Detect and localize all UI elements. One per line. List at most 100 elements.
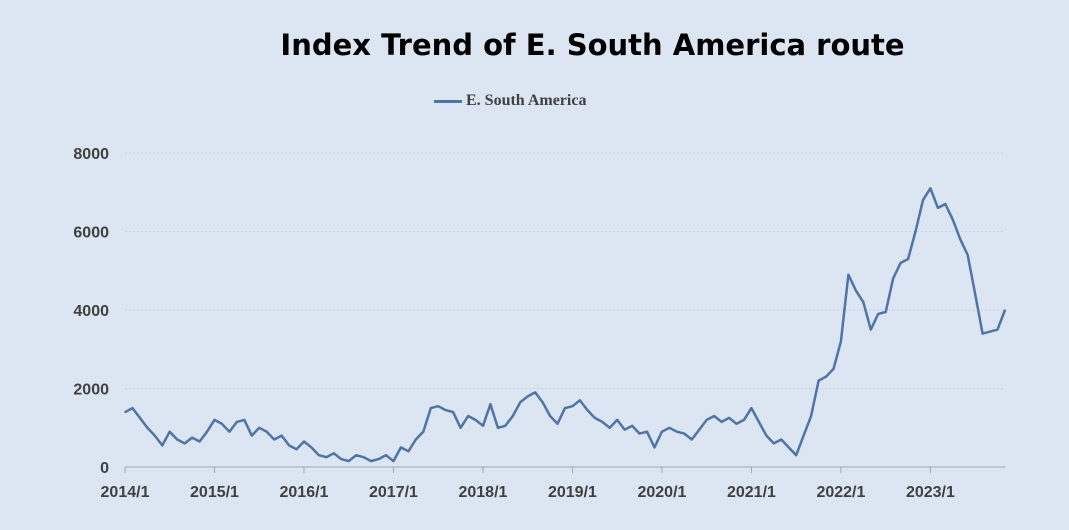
data-point (489, 403, 492, 406)
data-point (638, 432, 641, 435)
data-point (631, 425, 633, 427)
data-point (474, 419, 477, 421)
data-point (534, 391, 536, 394)
label-layer: 0 2000 4000 6000 8000 2014/1 2015/1 2016/1 2017/… (73, 146, 955, 501)
x-tick-label: 2017/1 (369, 484, 418, 501)
data-point (444, 409, 447, 411)
legend-line-swatch (434, 99, 462, 103)
data-point (855, 289, 857, 292)
data-point (594, 417, 596, 419)
data-point (377, 458, 380, 460)
y-tick-label: 4000 (73, 303, 109, 320)
data-point (996, 328, 999, 331)
data-point (966, 254, 969, 256)
data-point (422, 430, 425, 433)
data-point (870, 328, 872, 331)
data-point (258, 427, 261, 429)
data-point (415, 438, 417, 441)
axis-layer (124, 466, 1005, 473)
data-point (213, 419, 216, 421)
chart-title: Index Trend of E. South America route (280, 28, 905, 62)
data-point (899, 262, 902, 264)
data-point (482, 425, 484, 427)
data-point (907, 258, 909, 260)
data-point (295, 448, 298, 451)
x-tick-label: 2019/1 (548, 484, 597, 501)
data-point (780, 438, 783, 441)
data-point (251, 434, 253, 437)
series-layer (124, 187, 1007, 463)
data-point (392, 460, 395, 462)
data-point (877, 313, 879, 315)
data-point (198, 440, 201, 443)
data-point (840, 340, 842, 343)
data-point (922, 199, 924, 201)
data-point (683, 432, 686, 435)
data-point (355, 454, 358, 457)
data-point (303, 440, 305, 443)
legend-label: E. South America (466, 92, 587, 109)
data-point (720, 421, 723, 423)
data-point (608, 427, 611, 429)
y-tick-label: 0 (100, 460, 109, 477)
data-point (616, 419, 618, 421)
data-point (705, 419, 708, 421)
data-point (333, 452, 335, 455)
data-point (228, 430, 231, 433)
data-point (668, 427, 671, 429)
data-point (221, 423, 223, 425)
data-point (825, 375, 827, 378)
data-point (743, 419, 745, 421)
data-point (400, 446, 402, 449)
data-point (773, 442, 775, 445)
data-point (735, 423, 738, 425)
data-point (832, 368, 835, 370)
data-point (430, 407, 432, 409)
data-point (497, 427, 499, 429)
data-point (862, 301, 865, 303)
data-point (541, 401, 544, 404)
data-point (236, 421, 238, 423)
data-point (265, 430, 268, 433)
x-tick-label: 2020/1 (637, 484, 686, 501)
data-point (437, 405, 440, 408)
data-point (161, 444, 164, 447)
data-point (698, 428, 700, 431)
data-point (139, 417, 141, 419)
data-point (310, 446, 313, 449)
data-point (1004, 309, 1006, 311)
data-point (959, 238, 962, 241)
data-point (243, 419, 246, 421)
y-tick-label: 2000 (73, 382, 109, 399)
data-point (467, 415, 469, 417)
data-point (758, 421, 760, 423)
data-point (892, 277, 894, 280)
x-tick-label: 2021/1 (727, 484, 776, 501)
data-point (571, 405, 574, 408)
data-point (183, 442, 186, 445)
data-point (750, 407, 753, 409)
data-point (989, 330, 991, 333)
data-point (504, 425, 507, 427)
data-point (191, 436, 193, 439)
x-tick-label: 2022/1 (816, 484, 865, 501)
data-point (362, 456, 365, 459)
data-point (146, 427, 149, 429)
data-point (512, 415, 514, 417)
data-point (765, 434, 768, 437)
data-point (795, 454, 797, 457)
data-point (288, 444, 290, 447)
data-point (176, 438, 178, 441)
data-point (579, 399, 581, 402)
data-point (459, 427, 462, 429)
data-point (131, 407, 134, 409)
data-point (549, 415, 551, 417)
data-point (974, 293, 976, 296)
data-point (154, 434, 156, 437)
data-point (519, 401, 522, 404)
data-point (168, 430, 171, 433)
x-tick-label: 2016/1 (280, 484, 329, 501)
data-point (661, 430, 663, 433)
data-point (713, 415, 715, 417)
